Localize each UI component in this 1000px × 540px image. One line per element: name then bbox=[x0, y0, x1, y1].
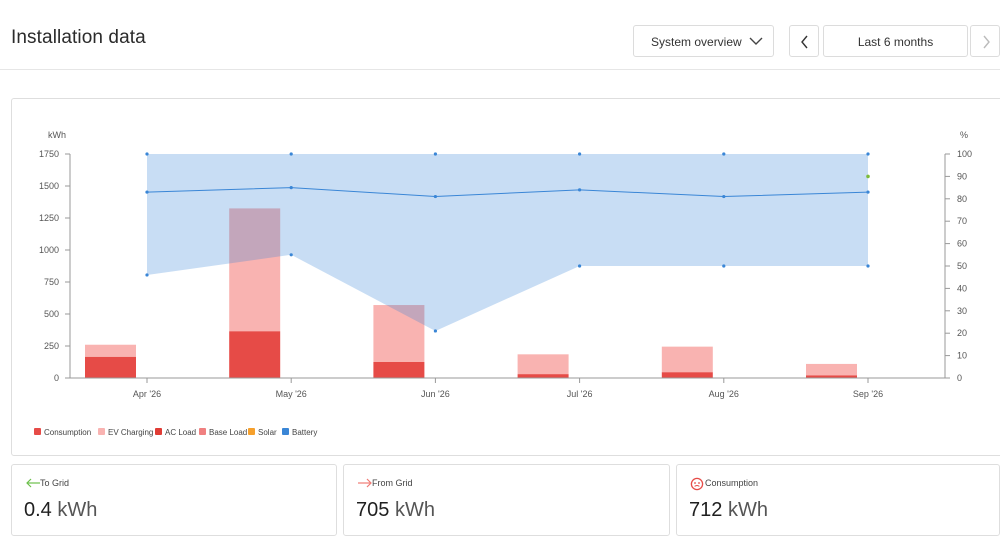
battery-min-point bbox=[722, 264, 726, 268]
left-tick-label: 1000 bbox=[39, 245, 59, 255]
right-tick-label: 50 bbox=[957, 261, 967, 271]
battery-min-point bbox=[289, 253, 293, 257]
installation-chart: kWh % 0 250 500 750 1000 1250 1500 1750 0 10 20 30 40 5… bbox=[34, 130, 972, 437]
consumption-face-icon bbox=[690, 477, 704, 491]
left-tick-label: 500 bbox=[44, 309, 59, 319]
left-tick-label: 1750 bbox=[39, 149, 59, 159]
x-tick-label: May '26 bbox=[276, 389, 307, 399]
bar-ev-charging bbox=[517, 354, 569, 375]
battery-min-point bbox=[578, 264, 582, 268]
stat-value: 705 kWh bbox=[356, 499, 435, 521]
battery-min-point bbox=[866, 264, 870, 268]
page-header: Installation data System overview Last 6… bbox=[0, 0, 1000, 70]
legend-label: EV Charging bbox=[108, 428, 153, 437]
battery-avg-point bbox=[866, 190, 870, 194]
bar-consumption bbox=[85, 356, 136, 378]
bar-consumption bbox=[517, 374, 569, 378]
left-tick-label: 1500 bbox=[39, 181, 59, 191]
chart-card: kWh% 0 250 500 750 1000 1250 1500 1750 0 10 20 30 40 5… bbox=[11, 98, 1000, 456]
bar-ev-charging bbox=[229, 208, 281, 332]
battery-max-point bbox=[289, 152, 293, 156]
battery-max-point bbox=[866, 152, 870, 156]
legend-label: AC Load bbox=[165, 428, 196, 437]
x-tick-label: Jul '26 bbox=[567, 389, 593, 399]
battery-max-point bbox=[722, 152, 726, 156]
legend-swatch bbox=[248, 428, 255, 435]
legend-swatch bbox=[98, 428, 105, 435]
date-range-display: Last 6 months bbox=[823, 25, 968, 57]
bar-ev-charging bbox=[373, 305, 425, 362]
battery-avg-point bbox=[289, 186, 293, 190]
stat-value: 712 kWh bbox=[689, 499, 768, 521]
bar-ev-charging bbox=[85, 344, 136, 357]
battery-max-point bbox=[433, 152, 437, 156]
stat-label: From Grid bbox=[372, 478, 413, 488]
x-tick-label: Jun '26 bbox=[421, 389, 450, 399]
battery-avg-point bbox=[578, 188, 582, 192]
right-tick-label: 0 bbox=[957, 373, 962, 383]
legend-swatch bbox=[155, 428, 162, 435]
left-axis-unit: kWh bbox=[48, 130, 66, 140]
left-tick-label: 0 bbox=[54, 373, 59, 383]
legend-label: Base Load bbox=[209, 428, 247, 437]
page-title: Installation data bbox=[11, 27, 146, 48]
battery-min-point bbox=[145, 273, 149, 277]
solar-marker-point bbox=[866, 174, 870, 179]
chevron-left-icon bbox=[801, 35, 808, 49]
bar-ev-charging bbox=[806, 363, 857, 376]
view-select-value: System overview bbox=[651, 35, 742, 49]
legend-swatch bbox=[282, 428, 289, 435]
battery-range-band bbox=[147, 154, 868, 331]
right-tick-label: 70 bbox=[957, 216, 967, 226]
chevron-right-icon bbox=[983, 35, 990, 49]
battery-avg-line bbox=[146, 187, 869, 198]
right-tick-label: 60 bbox=[957, 239, 967, 249]
view-select[interactable]: System overview bbox=[633, 25, 774, 57]
left-tick-label: 1250 bbox=[39, 213, 59, 223]
right-tick-label: 80 bbox=[957, 194, 967, 204]
battery-max-point bbox=[578, 152, 582, 156]
stat-label: To Grid bbox=[40, 478, 70, 488]
legend-label: Solar bbox=[258, 428, 277, 437]
battery-avg-point bbox=[722, 194, 726, 199]
arrow-right-icon bbox=[358, 478, 372, 488]
battery-min-point bbox=[433, 329, 437, 333]
legend-swatch bbox=[34, 428, 41, 435]
bar-consumption bbox=[661, 372, 713, 378]
chevron-down-icon bbox=[749, 37, 763, 45]
x-tick-label: Apr '26 bbox=[133, 389, 161, 399]
right-tick-label: 40 bbox=[957, 283, 967, 293]
right-tick-label: 90 bbox=[957, 171, 967, 181]
x-tick-label: Aug '26 bbox=[709, 389, 739, 399]
date-range-label: Last 6 months bbox=[857, 35, 934, 49]
stat-card-from-grid: From Grid 705 kWh bbox=[343, 464, 670, 536]
right-tick-label: 100 bbox=[957, 149, 972, 159]
right-axis-unit: % bbox=[960, 130, 968, 140]
bar-consumption bbox=[806, 375, 857, 378]
legend-label: Battery bbox=[292, 428, 317, 437]
bar-consumption bbox=[229, 331, 281, 378]
right-tick-label: 10 bbox=[957, 351, 967, 361]
stat-card-to-grid: To Grid 0.4 kWh bbox=[11, 464, 337, 536]
battery-max-point bbox=[145, 152, 149, 156]
left-tick-label: 250 bbox=[44, 341, 59, 351]
stat-label: Consumption bbox=[705, 478, 759, 488]
right-tick-label: 20 bbox=[957, 328, 967, 338]
arrow-left-icon bbox=[26, 478, 40, 488]
left-tick-label: 750 bbox=[44, 277, 59, 287]
right-tick-label: 30 bbox=[957, 306, 967, 316]
battery-avg-point bbox=[145, 190, 149, 194]
stat-value: 0.4 kWh bbox=[24, 499, 98, 521]
legend-swatch bbox=[199, 428, 206, 435]
legend-label: Consumption bbox=[44, 428, 91, 437]
bar-consumption bbox=[373, 362, 425, 378]
next-period-button[interactable] bbox=[970, 25, 1000, 57]
x-tick-label: Sep '26 bbox=[853, 389, 883, 399]
stat-card-consumption: Consumption 712 kWh bbox=[676, 464, 1000, 536]
battery-avg-point bbox=[433, 194, 437, 199]
bar-ev-charging bbox=[661, 346, 713, 373]
previous-period-button[interactable] bbox=[789, 25, 819, 57]
